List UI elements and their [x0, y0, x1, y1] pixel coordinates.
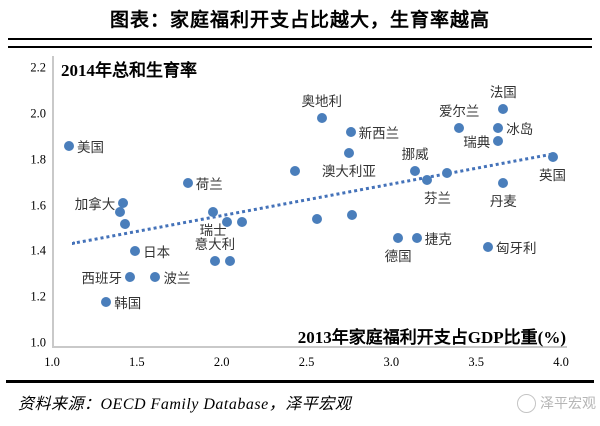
page-title: 图表：家庭福利开支占比越大，生育率越高 — [109, 10, 490, 31]
data-point — [125, 271, 136, 282]
x-tick-label: 2.0 — [213, 355, 230, 369]
point-label: 挪威 — [401, 147, 429, 163]
data-point — [114, 207, 125, 218]
point-label: 波兰 — [163, 270, 191, 286]
brand-name: 泽平宏观 — [540, 397, 596, 412]
point-label: 爱尔兰 — [438, 103, 480, 119]
data-point — [393, 232, 404, 243]
data-point — [101, 296, 112, 307]
plot-area — [52, 56, 567, 348]
brand-logo-icon — [517, 393, 536, 413]
point-label: 日本 — [143, 245, 171, 261]
y-tick-label: 1.8 — [30, 152, 46, 167]
data-point — [289, 166, 300, 177]
x-tick-label: 3.5 — [468, 355, 484, 369]
point-label: 荷兰 — [195, 176, 223, 192]
point-label: 德国 — [384, 248, 412, 264]
point-label: 韩国 — [114, 295, 142, 311]
point-label: 新西兰 — [358, 126, 400, 142]
point-label: 西班牙 — [81, 270, 123, 286]
point-label: 英国 — [539, 168, 567, 184]
x-tick-label: 4.0 — [553, 355, 569, 369]
data-point — [343, 147, 354, 158]
data-point — [150, 271, 161, 282]
point-label: 芬兰 — [423, 191, 451, 207]
data-point — [221, 216, 232, 227]
title-divider — [8, 38, 592, 48]
data-point — [63, 140, 74, 151]
data-point — [208, 207, 219, 218]
data-point — [209, 255, 220, 266]
point-label: 奥地利 — [301, 94, 343, 110]
x-tick-label: 2.5 — [298, 355, 315, 369]
data-point — [410, 166, 421, 177]
data-point — [237, 216, 248, 227]
x-tick-label: 3.0 — [383, 355, 400, 369]
data-point — [483, 241, 494, 252]
point-label: 冰岛 — [506, 121, 534, 137]
point-label: 加拿大 — [74, 197, 116, 213]
data-point — [345, 127, 356, 138]
data-point — [225, 255, 236, 266]
data-point — [498, 177, 509, 188]
data-point — [442, 168, 453, 179]
data-point — [311, 214, 322, 225]
data-point — [493, 136, 504, 147]
point-label: 意大利 — [194, 236, 236, 252]
point-label: 匈牙利 — [496, 240, 537, 256]
data-point — [454, 122, 465, 133]
point-label: 瑞典 — [463, 135, 491, 151]
y-axis-title: 2014年总和生育率 — [61, 61, 197, 80]
y-tick-label: 1.2 — [30, 289, 46, 304]
footer-divider — [6, 380, 594, 383]
x-axis-title: 2013年家庭福利开支占GDP比重(%) — [297, 328, 566, 347]
brand-watermark: 泽平宏观 — [517, 393, 596, 413]
data-point — [119, 218, 130, 229]
y-tick-label: 1.4 — [30, 243, 46, 258]
data-point — [493, 122, 504, 133]
data-point — [347, 209, 358, 220]
x-tick-label: 1.0 — [44, 355, 60, 369]
y-tick-label: 1.0 — [30, 335, 46, 350]
data-point — [547, 152, 558, 163]
point-label: 丹麦 — [489, 193, 517, 209]
data-point — [182, 177, 193, 188]
point-label: 捷克 — [424, 231, 452, 247]
y-tick-label: 2.2 — [30, 60, 46, 75]
point-label: 美国 — [76, 139, 104, 155]
point-label: 瑞士 — [199, 223, 227, 239]
y-tick-label: 1.6 — [30, 198, 46, 212]
data-point — [498, 104, 509, 115]
data-point — [316, 113, 327, 124]
data-point — [411, 232, 422, 243]
point-label: 法国 — [489, 85, 517, 101]
data-point — [421, 175, 432, 186]
y-tick-label: 2.0 — [30, 106, 46, 121]
data-point — [130, 246, 141, 257]
point-label: 澳大利亚 — [321, 163, 376, 179]
data-point — [118, 198, 129, 209]
source-note: 资料来源：OECD Family Database，泽平宏观 — [18, 396, 352, 413]
x-tick-label: 1.5 — [129, 355, 145, 369]
